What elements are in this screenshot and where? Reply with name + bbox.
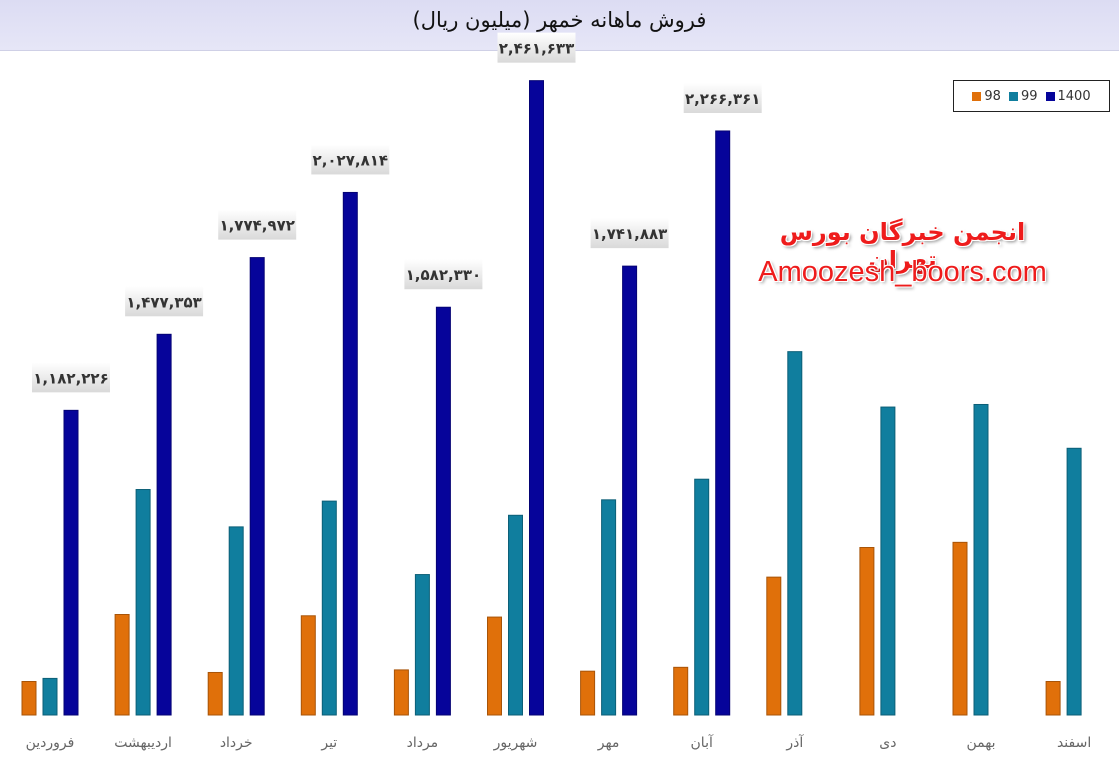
bar-99-10 (880, 406, 896, 716)
bar-99-2 (135, 489, 151, 716)
bar-98-8 (673, 666, 689, 716)
bar-1400-3 (249, 257, 265, 716)
data-label-box-1 (32, 362, 110, 393)
bar-98-11 (952, 541, 968, 716)
bar-98-5 (393, 669, 409, 716)
x-tick-label-10: دی (879, 735, 896, 751)
x-tick-label-2: اردیبهشت (114, 735, 172, 751)
bar-99-7 (601, 499, 617, 716)
bar-99-4 (321, 500, 337, 716)
bar-1400-6 (529, 80, 544, 716)
x-tick-label-7: مهر (597, 735, 620, 751)
bar-98-2 (114, 614, 130, 716)
bar-99-3 (228, 526, 244, 716)
bar-99-1 (42, 677, 58, 716)
bar-98-9 (766, 576, 782, 716)
bar-99-5 (414, 574, 430, 716)
bar-1400-5 (435, 306, 451, 716)
x-tick-label-6: شهریور (493, 735, 538, 751)
data-label-box-3 (218, 209, 297, 240)
bar-1400-7 (622, 265, 638, 716)
watermark-persian: انجمن خبرگان بورس تهران (779, 218, 1026, 274)
data-label-5: ۱,۵۸۲,۳۳۰ (406, 266, 481, 284)
data-label-7: ۱,۷۴۱,۸۸۳ (592, 225, 667, 243)
bar-98-12 (1045, 681, 1061, 716)
data-label-box-2 (125, 286, 204, 317)
data-label-box-5 (404, 259, 483, 290)
x-tick-label-1: فروردین (26, 735, 75, 751)
x-tick-label-11: بهمن (966, 735, 995, 751)
legend-swatch-1400 (1045, 91, 1055, 101)
legend-item-1400: 1400 (1045, 88, 1091, 104)
bar-98-10 (859, 547, 875, 716)
data-labels-group: ۱,۱۸۲,۲۲۶ ۱,۴۷۷,۳۵۳ ۱,۷۷۴,۹۷۲ ۲,۰۲۷,۸۱۴ ۱,۵۸… (32, 32, 762, 393)
bar-98-4 (300, 615, 316, 716)
bar-1400-1 (63, 409, 79, 716)
data-label-box-8 (683, 82, 762, 113)
bar-1400-4 (342, 191, 358, 716)
bar-99-6 (508, 514, 523, 716)
legend-swatch-98 (972, 91, 982, 101)
bar-98-3 (207, 671, 223, 716)
data-label-3: ۱,۷۷۴,۹۷۲ (219, 217, 294, 235)
legend-item-99: 99 (1008, 88, 1038, 104)
bar-1400-8 (715, 130, 731, 716)
bar-98-1 (21, 681, 37, 716)
data-label-2: ۱,۴۷۷,۳۵۳ (126, 293, 201, 311)
bar-99-8 (694, 478, 710, 716)
legend-swatch-99 (1008, 91, 1018, 101)
legend-label-1400: 1400 (1057, 88, 1091, 104)
data-label-box-7 (590, 218, 669, 249)
x-tick-label-4: تیر (320, 735, 337, 751)
watermark-url: Amoozesh_boors.com (758, 256, 1047, 288)
x-tick-label-9: آذر (785, 734, 804, 751)
legend-item-98: 98 (972, 89, 1001, 104)
data-label-8: ۲,۲۶۶,۳۶۱ (685, 90, 760, 108)
legend-label-98: 98 (984, 88, 1001, 104)
data-label-1: ۱,۱۸۲,۲۲۶ (33, 369, 108, 387)
x-tick-label-5: مرداد (407, 735, 439, 751)
bar-98-7 (580, 670, 596, 716)
data-label-box-6 (497, 32, 576, 63)
bar-99-12 (1066, 447, 1082, 716)
data-label-6: ۲,۴۶۱,۶۳۳ (499, 40, 574, 58)
x-tick-label-3: خرداد (220, 735, 253, 751)
x-tick-labels-group: فروردین اردیبهشت خرداد تیر مرداد شهریور مهر آبا… (26, 734, 1092, 751)
legend: 98 99 1400 (953, 80, 1110, 112)
bars-group (21, 80, 1082, 716)
x-tick-label-8: آبان (691, 734, 714, 751)
bar-98-6 (487, 616, 502, 716)
data-label-box-4 (311, 144, 390, 175)
legend-label-99: 99 (1020, 88, 1038, 104)
bar-99-11 (973, 403, 989, 716)
bar-1400-2 (156, 333, 172, 716)
data-label-4: ۲,۰۲۷,۸۱۴ (313, 151, 388, 169)
x-tick-label-12: اسفند (1057, 735, 1091, 751)
chart-title: فروش ماهانه خمهر (میلیون ریال) (412, 8, 707, 32)
bar-99-9 (787, 351, 803, 716)
